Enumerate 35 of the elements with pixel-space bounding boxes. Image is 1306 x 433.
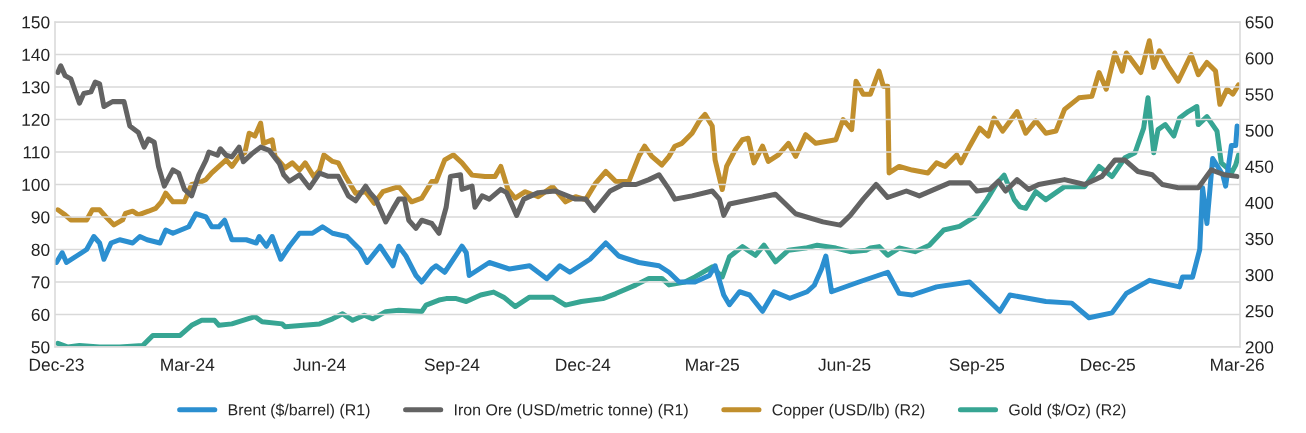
y2-tick-label: 500 [1245, 124, 1274, 137]
y2-tick-label: 250 [1245, 305, 1274, 318]
y2-tick-label: 550 [1245, 88, 1274, 101]
y-tick-label: 60 [31, 308, 50, 321]
x-tick-label: Dec-24 [556, 358, 611, 371]
y-tick-label: 90 [31, 211, 50, 224]
y-tick-label: 110 [23, 146, 50, 159]
y-tick-label: 100 [22, 178, 50, 191]
y-tick-label: 80 [31, 243, 50, 256]
x-tick-label: Mar-25 [686, 358, 739, 371]
y-tick-label: 120 [22, 113, 50, 126]
y-tick-label: 140 [22, 48, 50, 61]
y2-tick-label: 600 [1245, 52, 1274, 65]
x-tick-label: Mar-26 [1211, 358, 1264, 371]
y-tick-label: 50 [31, 341, 50, 354]
legend-label: Brent ($/barrel) (R1) [228, 403, 370, 419]
y2-tick-label: 350 [1245, 232, 1274, 246]
y-tick-label: 70 [31, 276, 50, 289]
x-tick-label: Sep-25 [949, 358, 1005, 375]
legend-label: Gold ($/Oz) (R2) [1009, 403, 1126, 419]
y2-tick-label: 300 [1245, 268, 1274, 282]
x-tick-label: Dec-23 [29, 358, 84, 371]
y-tick-label: 130 [22, 81, 50, 94]
x-tick-label: Dec-25 [1081, 358, 1135, 371]
x-tick-label: Sep-24 [424, 358, 480, 375]
x-tick-label: Jun-24 [293, 358, 346, 371]
x-tick-label: Mar-24 [161, 358, 215, 371]
y2-tick-label: 200 [1245, 341, 1274, 354]
legend-label: Iron Ore (USD/metric tonne) (R1) [454, 403, 688, 419]
y-tick-label: 150 [22, 16, 50, 29]
x-tick-label: Jun-25 [818, 358, 871, 371]
y2-tick-label: 450 [1245, 160, 1274, 173]
legend-label: Copper (USD/lb) (R2) [772, 403, 925, 419]
y2-tick-label: 400 [1245, 196, 1274, 210]
y2-tick-label: 650 [1245, 16, 1274, 29]
